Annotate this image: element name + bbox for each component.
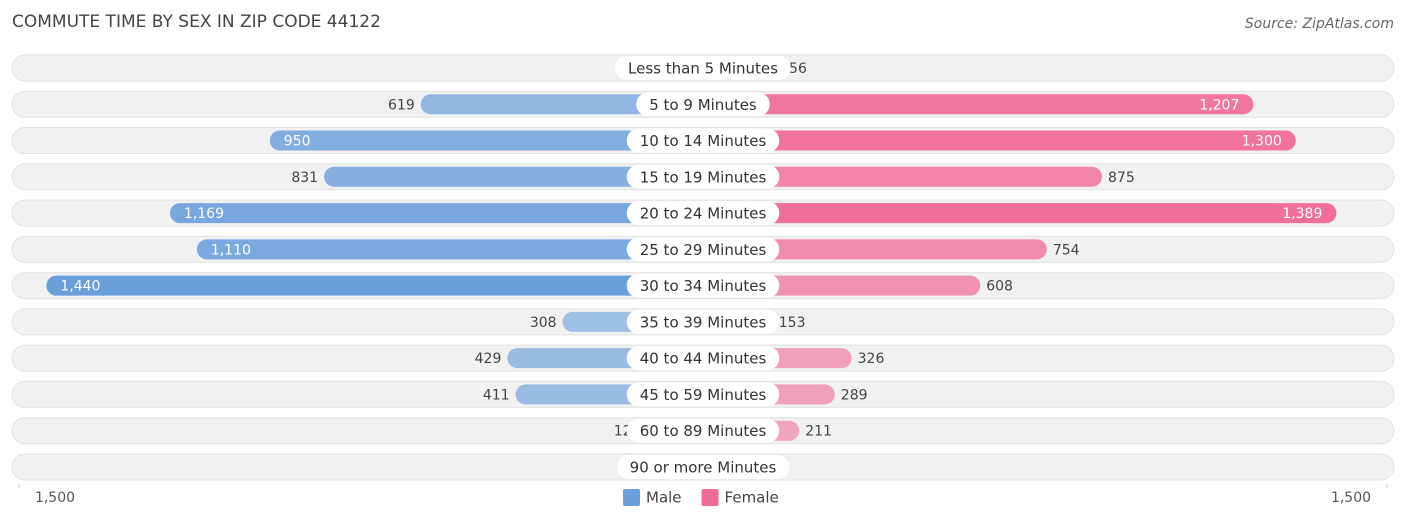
value-label: 608 bbox=[986, 279, 1013, 295]
male-bar bbox=[46, 275, 704, 296]
category-pill bbox=[616, 454, 790, 479]
category-pill bbox=[626, 346, 780, 371]
value-label: 875 bbox=[1108, 170, 1135, 186]
category-pill bbox=[626, 201, 780, 226]
category-label: 30 to 34 Minutes bbox=[640, 277, 767, 295]
category-label: 15 to 19 Minutes bbox=[640, 168, 767, 186]
value-label: 411 bbox=[483, 387, 510, 403]
legend-swatch bbox=[623, 489, 640, 506]
value-label: 289 bbox=[841, 387, 868, 403]
value-label: 831 bbox=[291, 170, 318, 186]
female-bar bbox=[703, 166, 1102, 187]
female-bar bbox=[703, 94, 1254, 115]
category-pill bbox=[626, 237, 780, 262]
category-pill bbox=[615, 56, 791, 80]
category-label: Less than 5 Minutes bbox=[628, 60, 778, 78]
value-label: 754 bbox=[1053, 242, 1080, 258]
source: Source: ZipAtlas.com bbox=[1245, 16, 1394, 32]
value-label: 1,207 bbox=[1199, 97, 1239, 113]
male-bar bbox=[196, 239, 703, 260]
female-bar bbox=[703, 130, 1296, 151]
category-label: 5 to 9 Minutes bbox=[649, 96, 757, 114]
female-bar bbox=[703, 239, 1047, 260]
value-label: 1,169 bbox=[184, 206, 224, 222]
male-bar bbox=[269, 130, 703, 151]
value-label: 1,440 bbox=[60, 279, 100, 295]
value-label: 619 bbox=[388, 97, 415, 113]
category-pill bbox=[626, 128, 780, 153]
category-label: 40 to 44 Minutes bbox=[640, 350, 767, 368]
chart-title: COMMUTE TIME BY SEX IN ZIP CODE 44122 bbox=[12, 12, 381, 32]
male-bar bbox=[324, 166, 703, 187]
value-label: 326 bbox=[858, 351, 885, 367]
category-label: 10 to 14 Minutes bbox=[640, 132, 767, 150]
category-pill bbox=[626, 418, 780, 443]
category-label: 45 to 59 Minutes bbox=[640, 386, 767, 404]
category-label: 90 or more Minutes bbox=[630, 458, 777, 476]
category-label: 20 to 24 Minutes bbox=[640, 205, 767, 223]
value-label: 1,110 bbox=[211, 242, 251, 258]
category-pill bbox=[626, 273, 780, 298]
category-label: 60 to 89 Minutes bbox=[640, 422, 767, 440]
male-bar bbox=[420, 94, 703, 115]
legend-label: Female bbox=[725, 489, 779, 507]
value-label: 153 bbox=[779, 315, 806, 331]
x-tick-label: 1,500 bbox=[1331, 490, 1371, 506]
value-label: 950 bbox=[284, 134, 311, 150]
legend-label: Male bbox=[646, 489, 682, 507]
x-tick-label: 1,500 bbox=[35, 490, 75, 506]
legend-swatch bbox=[701, 489, 719, 506]
value-label: 211 bbox=[805, 424, 832, 440]
value-label: 429 bbox=[475, 351, 502, 367]
category-label: 25 to 29 Minutes bbox=[640, 241, 767, 259]
category-pill bbox=[626, 382, 780, 407]
value-label: 308 bbox=[530, 315, 557, 331]
female-bar bbox=[703, 203, 1337, 224]
male-bar bbox=[169, 203, 703, 224]
value-label: 1,389 bbox=[1282, 206, 1322, 222]
value-label: 1,300 bbox=[1242, 134, 1282, 150]
category-pill bbox=[626, 309, 780, 334]
category-label: 35 to 39 Minutes bbox=[640, 313, 767, 331]
category-pill bbox=[636, 92, 770, 117]
category-pill bbox=[626, 164, 780, 189]
